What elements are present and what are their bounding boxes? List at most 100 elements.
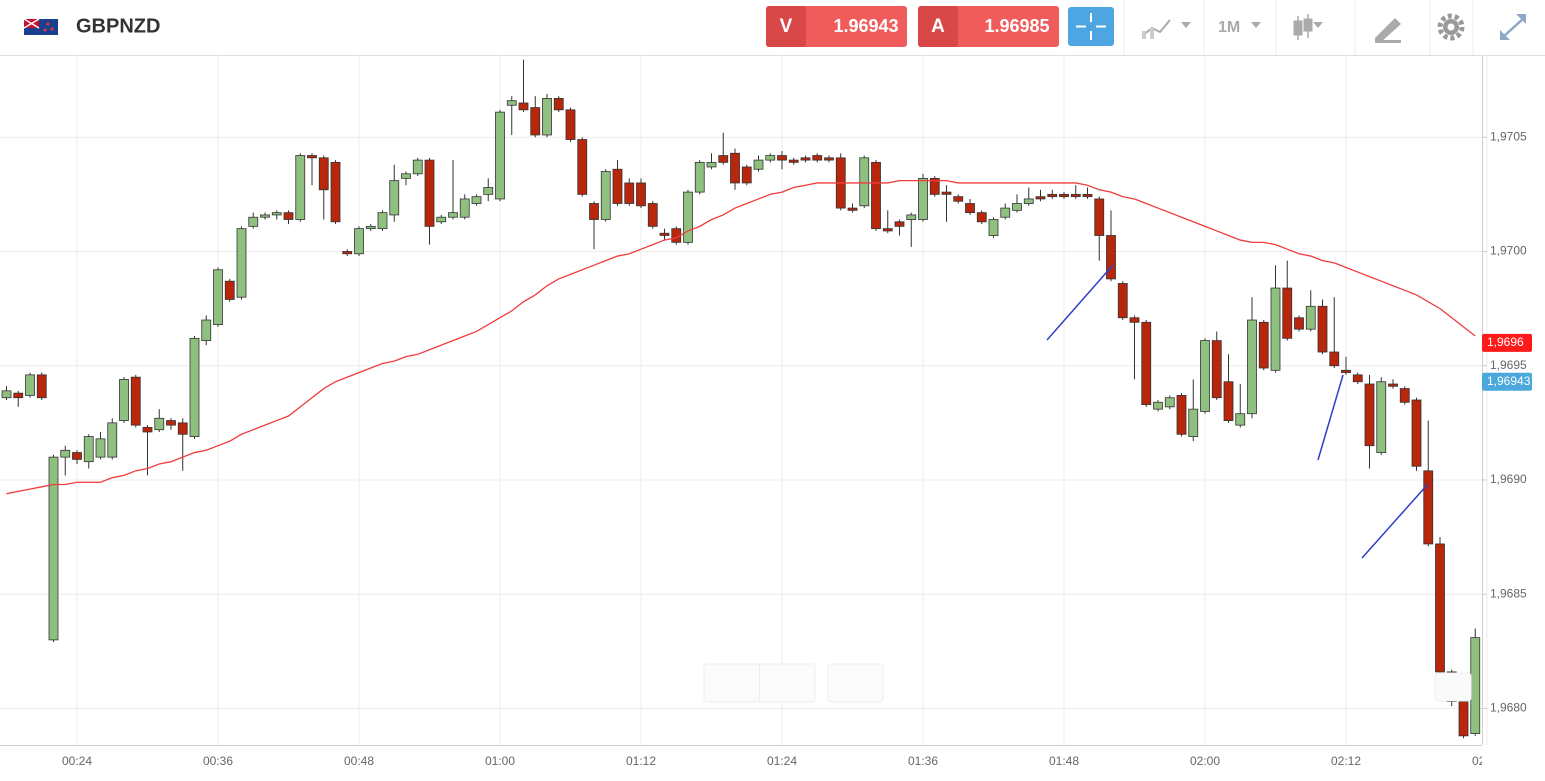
candle xyxy=(1000,203,1011,220)
candle xyxy=(577,137,588,197)
candle-body xyxy=(1282,287,1293,339)
candle xyxy=(1341,356,1351,375)
candle xyxy=(1223,354,1234,423)
candle xyxy=(1117,281,1128,321)
candle-body xyxy=(424,159,435,227)
candle xyxy=(1106,210,1116,282)
candle-body xyxy=(553,98,564,111)
candle xyxy=(412,157,423,177)
candle xyxy=(565,107,576,142)
candle-body xyxy=(859,157,870,207)
candle-body xyxy=(1117,283,1128,319)
candle xyxy=(130,374,141,428)
candle-body xyxy=(248,216,259,227)
candle-body xyxy=(354,228,364,255)
candle-body xyxy=(389,180,400,216)
candle-body xyxy=(1023,198,1034,204)
candle-body xyxy=(941,191,952,195)
crosshair-button[interactable] xyxy=(1068,7,1114,46)
candle xyxy=(1352,372,1363,385)
candle-body xyxy=(1035,196,1046,200)
y-tick-label: 1,9685 xyxy=(1490,586,1527,600)
candle-body xyxy=(1470,637,1481,734)
buy-price[interactable]: 1.96985 xyxy=(984,16,1049,36)
candle xyxy=(307,153,317,186)
candle-body xyxy=(401,173,411,179)
candle xyxy=(1059,192,1069,199)
candle xyxy=(1211,331,1222,400)
candle-body xyxy=(166,420,176,426)
candle-body xyxy=(612,168,623,204)
candle-body xyxy=(812,155,823,161)
candle-body xyxy=(412,159,423,175)
candle xyxy=(471,194,482,206)
candle xyxy=(166,418,176,430)
timeframe-button[interactable]: 1M xyxy=(1218,19,1261,36)
x-tick-label: 01:48 xyxy=(1049,754,1079,768)
candle-body xyxy=(36,374,47,399)
candle xyxy=(918,173,928,222)
sell-label[interactable]: V xyxy=(780,16,793,37)
scroll-control[interactable] xyxy=(1434,672,1472,702)
candle xyxy=(107,418,118,460)
candle xyxy=(1035,189,1046,202)
timeframe[interactable]: 1M xyxy=(1218,19,1240,36)
candle-body xyxy=(119,379,129,421)
candle-body xyxy=(72,452,82,460)
candle-body xyxy=(1141,321,1152,405)
y-tick-label: 1,9690 xyxy=(1490,472,1527,486)
chart-type-button[interactable] xyxy=(1141,19,1191,39)
candle xyxy=(1235,384,1246,428)
candle xyxy=(248,212,259,229)
expand-button[interactable] xyxy=(1500,14,1526,40)
symbol: GBPNZD xyxy=(76,15,160,37)
draw-button[interactable] xyxy=(1375,18,1401,43)
candle xyxy=(753,155,764,172)
candle-body xyxy=(1423,470,1434,545)
reset-control[interactable] xyxy=(827,663,884,703)
candle-body xyxy=(95,438,106,458)
x-tick-label: 01:24 xyxy=(767,754,797,768)
candle xyxy=(83,434,94,469)
candle-body xyxy=(1164,397,1175,408)
trend-line xyxy=(1361,483,1429,559)
candle xyxy=(624,178,635,206)
candle-body xyxy=(753,159,764,170)
candle xyxy=(330,160,341,225)
candle xyxy=(483,178,494,202)
candle xyxy=(1200,338,1210,414)
candle-body xyxy=(130,376,141,426)
x-tick-label: 00:24 xyxy=(62,754,92,768)
candle xyxy=(859,155,870,209)
candle-body xyxy=(60,449,71,458)
candle xyxy=(706,153,717,170)
candle xyxy=(894,219,905,236)
candle xyxy=(683,189,693,245)
candle-body xyxy=(1317,305,1328,353)
candle xyxy=(600,169,611,222)
candles-button[interactable] xyxy=(1293,14,1323,40)
settings-button[interactable] xyxy=(1437,13,1465,41)
candle xyxy=(142,425,153,476)
candle xyxy=(1141,320,1152,407)
x-tick-label: 02:00 xyxy=(1190,754,1220,768)
candle-body xyxy=(495,111,505,200)
candle xyxy=(518,59,529,113)
candle-body xyxy=(83,436,94,463)
candle xyxy=(788,157,799,165)
candle-body xyxy=(906,214,917,220)
sell-button[interactable]: V 1.96943 xyxy=(766,6,907,47)
candle xyxy=(1,386,12,400)
buy-label[interactable]: A xyxy=(931,16,945,37)
candle-body xyxy=(918,177,928,220)
candle-body xyxy=(1094,198,1105,236)
candle xyxy=(800,155,811,163)
candle-body xyxy=(107,422,118,458)
sell-price[interactable]: 1.96943 xyxy=(833,16,898,36)
candle xyxy=(659,228,670,241)
candle xyxy=(1188,379,1199,442)
candle-body xyxy=(976,212,987,223)
x-tick-label: 01:00 xyxy=(485,754,515,768)
buy-button[interactable]: A 1.96985 xyxy=(918,6,1059,47)
